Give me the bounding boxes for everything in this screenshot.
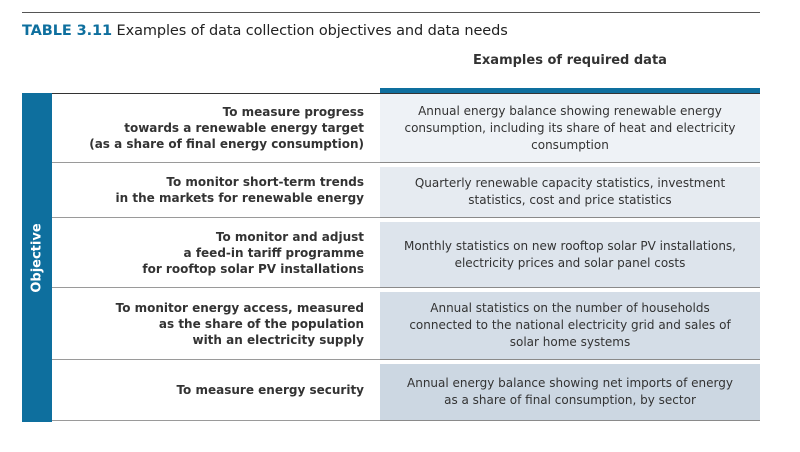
data-needs-cell: Quarterly renewable capacity statistics,… bbox=[380, 167, 760, 218]
objective-cell: To monitor short-term trends in the mark… bbox=[52, 163, 380, 218]
objective-cell: To monitor energy access, measured as th… bbox=[52, 288, 380, 360]
objective-label: Objective bbox=[29, 222, 45, 293]
data-needs-text: Annual energy balance showing net import… bbox=[407, 376, 733, 407]
data-needs-text: Annual statistics on the number of house… bbox=[409, 301, 731, 349]
objective-text: To measure progress towards a renewable … bbox=[89, 105, 364, 151]
table-row: To measure progress towards a renewable … bbox=[52, 94, 760, 163]
table-top-rule bbox=[52, 93, 380, 94]
table-title: TABLE 3.11 Examples of data collection o… bbox=[22, 23, 508, 39]
table-row: To monitor and adjust a feed-in tariff p… bbox=[52, 218, 760, 288]
objective-cell: To measure energy security bbox=[52, 360, 380, 421]
column-header-required-data: Examples of required data bbox=[473, 53, 667, 68]
objective-row-group: Objective bbox=[22, 93, 52, 422]
objective-cell: To monitor and adjust a feed-in tariff p… bbox=[52, 218, 380, 288]
table-row: To monitor energy access, measured as th… bbox=[52, 288, 760, 360]
data-needs-cell: Monthly statistics on new rooftop solar … bbox=[380, 222, 760, 288]
data-needs-cell: Annual energy balance showing net import… bbox=[380, 364, 760, 421]
objective-text: To monitor and adjust a feed-in tariff p… bbox=[142, 229, 364, 276]
data-needs-cell: Annual statistics on the number of house… bbox=[380, 292, 760, 360]
table-row: To measure energy security Annual energy… bbox=[52, 360, 760, 421]
objective-text: To measure energy security bbox=[176, 383, 364, 397]
table-row: To monitor short-term trends in the mark… bbox=[52, 163, 760, 218]
objective-text: To monitor short-term trends in the mark… bbox=[115, 175, 364, 205]
column-header-rule bbox=[380, 88, 760, 94]
top-rule bbox=[22, 12, 760, 13]
data-needs-text: Monthly statistics on new rooftop solar … bbox=[403, 238, 736, 270]
data-needs-cell: Annual energy balance showing renewable … bbox=[380, 94, 760, 163]
table-caption: Examples of data collection objectives a… bbox=[116, 23, 508, 39]
data-needs-text: Annual energy balance showing renewable … bbox=[404, 103, 736, 152]
data-needs-text: Quarterly renewable capacity statistics,… bbox=[414, 176, 726, 207]
table-number: TABLE 3.11 bbox=[22, 23, 113, 39]
objective-text: To monitor energy access, measured as th… bbox=[115, 300, 364, 347]
objective-cell: To measure progress towards a renewable … bbox=[52, 94, 380, 163]
